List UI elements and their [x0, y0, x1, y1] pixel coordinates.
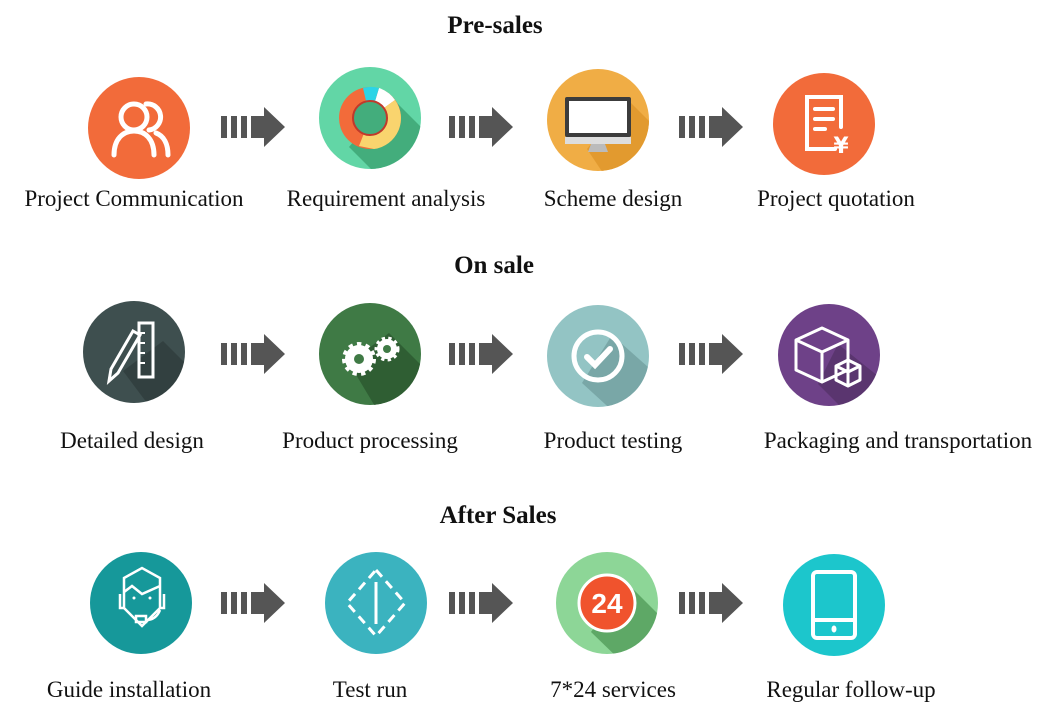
arrow-right-icon	[678, 583, 744, 623]
section-title: After Sales	[439, 502, 557, 529]
svg-text:¥: ¥	[833, 134, 849, 159]
check-circle-icon	[547, 305, 649, 407]
step-label: Product testing	[543, 428, 683, 453]
diamond-run-icon	[325, 552, 427, 654]
step-label: Project Communication	[24, 186, 244, 211]
quotation-yen-icon: ¥	[773, 73, 875, 175]
users-icon	[88, 77, 190, 179]
arrow-right-icon	[448, 583, 514, 623]
step-label: Detailed design	[60, 428, 204, 453]
step-label: Scheme design	[543, 186, 683, 211]
package-boxes-icon	[778, 304, 880, 406]
step-label: Product processing	[282, 428, 458, 453]
step-label: Project quotation	[757, 186, 915, 211]
step-label: Requirement analysis	[286, 186, 486, 211]
donut-chart-icon	[319, 67, 421, 169]
step-label: Test run	[332, 677, 408, 702]
24-hours-icon: 24	[556, 552, 658, 654]
arrow-right-icon	[678, 107, 744, 147]
arrow-right-icon	[220, 583, 286, 623]
arrow-right-icon	[220, 107, 286, 147]
step-label: Packaging and transportation	[763, 428, 1033, 453]
headset-agent-icon	[90, 552, 192, 654]
monitor-icon	[547, 69, 649, 171]
pencil-ruler-icon	[83, 301, 185, 403]
gears-icon	[319, 303, 421, 405]
section-title: On sale	[454, 252, 534, 279]
arrow-right-icon	[448, 107, 514, 147]
section-title: Pre-sales	[447, 12, 543, 39]
arrow-right-icon	[220, 334, 286, 374]
step-label: Guide installation	[46, 677, 212, 702]
mobile-phone-icon	[783, 554, 885, 656]
step-label: 7*24 services	[550, 677, 676, 702]
arrow-right-icon	[678, 334, 744, 374]
arrow-right-icon	[448, 334, 514, 374]
badge-text: 24	[591, 588, 623, 619]
step-label: Regular follow-up	[766, 677, 936, 702]
